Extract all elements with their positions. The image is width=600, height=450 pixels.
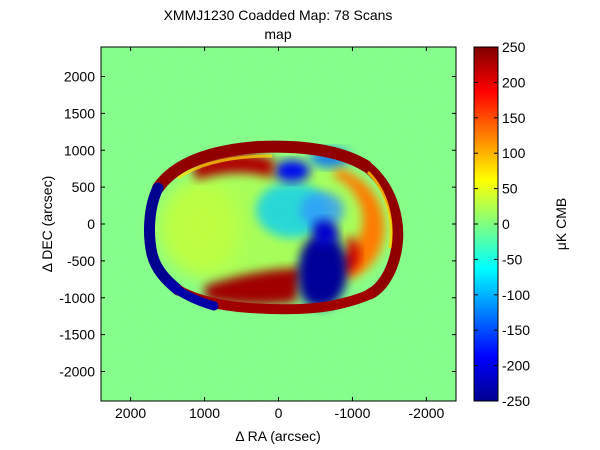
x-axis-ticks: 2000 1000 0 -1000 -2000: [115, 47, 445, 421]
colorbar-tick-label: 150: [502, 110, 526, 126]
center-patch-2: [300, 192, 344, 228]
colorbar-tick-label: 250: [502, 39, 526, 55]
bottom-right-lobe-extra: [312, 220, 339, 248]
ring-right-edge: [360, 160, 404, 300]
colorbar-tick-label: 0: [502, 216, 510, 232]
left-bottom-ring-blue: [165, 279, 219, 311]
colorbar-tick-label: -50: [502, 251, 522, 267]
y-tick-label: -1500: [59, 327, 95, 343]
bottom-right-lobe: [298, 235, 348, 308]
bottom-left-band: [204, 268, 302, 305]
y-tick-label: -2000: [59, 364, 95, 380]
y-tick-label: 500: [72, 179, 96, 195]
x-tick-label: -1000: [335, 405, 371, 421]
x-tick-label: 2000: [115, 405, 146, 421]
x-tick-label: 0: [275, 405, 283, 421]
y-tick-label: -1000: [59, 290, 95, 306]
ring-top-edge: [152, 140, 372, 194]
y-tick-label: -500: [67, 253, 95, 269]
y-tick-label: 2000: [64, 69, 95, 85]
y-axis-label: Δ DEC (arcsec): [39, 176, 55, 272]
colorbar-tick-label: 100: [502, 145, 526, 161]
colorbar-label: μK CMB: [553, 198, 569, 250]
right-interior-band: [332, 168, 385, 280]
chart-title: XMMJ1230 Coadded Map: 78 Scans: [164, 7, 393, 23]
colorbar-tick-label: -200: [502, 358, 530, 374]
colorbar-tick-label: 50: [502, 181, 518, 197]
colorbar-ticks: 250 200 150 100 50 0 -50 -100 -150 -200 -250: [474, 39, 530, 409]
y-tick-label: 1000: [64, 142, 95, 158]
colorbar-tick-label: -150: [502, 322, 530, 338]
top-center-spot: [274, 160, 310, 182]
y-axis-ticks: 2000 1500 1000 500 0 -500 -1000 -1500 -2000: [59, 69, 456, 380]
y-tick-label: 1500: [64, 105, 95, 121]
heatmap-image: [101, 47, 456, 401]
colorbar-tick-label: 200: [502, 74, 526, 90]
y-tick-label: 0: [87, 216, 95, 232]
ring-edge-yellow-rim: [366, 170, 393, 249]
colorbar-tick-label: -100: [502, 287, 530, 303]
x-tick-label: -2000: [409, 405, 445, 421]
ring-top-edge-inner: [177, 154, 273, 180]
x-axis-label: Δ RA (arcsec): [235, 428, 321, 444]
colorbar-tick-label: -250: [502, 393, 530, 409]
left-interior: [160, 180, 240, 276]
chart-subtitle: map: [264, 26, 291, 42]
x-tick-label: 1000: [189, 405, 220, 421]
